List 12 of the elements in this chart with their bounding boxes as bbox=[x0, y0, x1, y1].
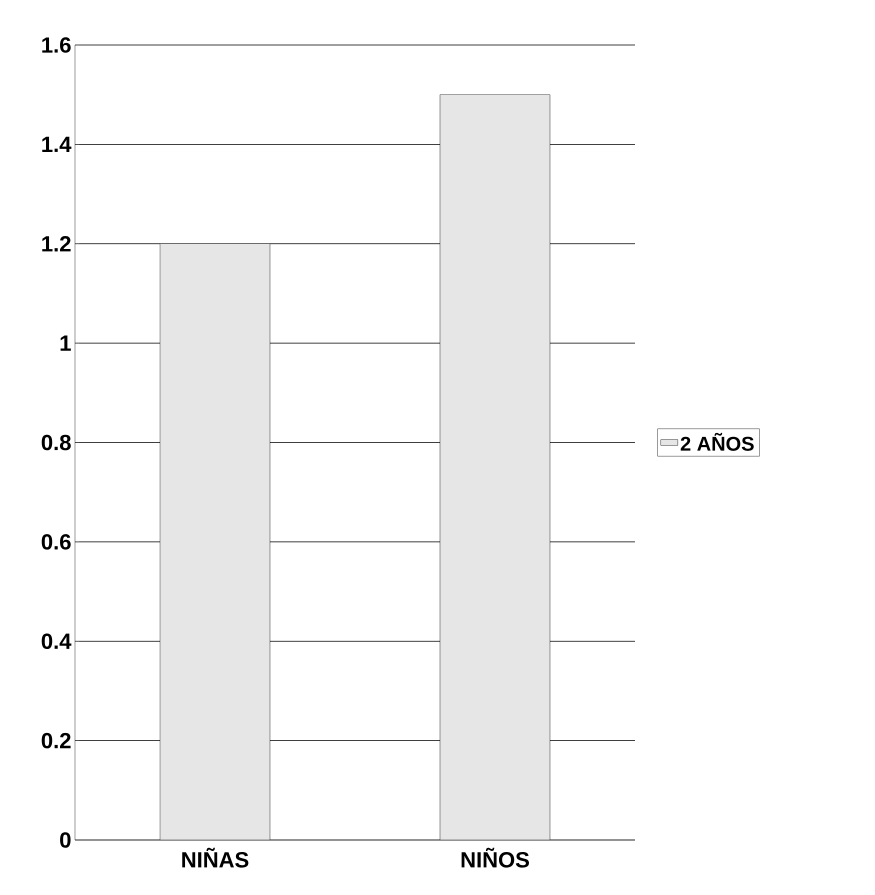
x-tick-label: NIÑOS bbox=[462, 848, 529, 868]
y-tick-label: 0.8 bbox=[42, 434, 71, 450]
legend-label: 2 AÑOS bbox=[680, 432, 754, 451]
y-tick-label: 0.6 bbox=[42, 534, 71, 550]
x-tick-label: NIÑAS bbox=[182, 848, 248, 868]
y-tick-label: 0 bbox=[60, 832, 71, 848]
y-tick-label: 1.6 bbox=[42, 37, 71, 53]
y-tick-label: 0.2 bbox=[42, 732, 71, 748]
y-tick-label: 1.4 bbox=[42, 136, 72, 152]
y-tick-label: 0.4 bbox=[42, 633, 72, 650]
y-tick-label: 1.2 bbox=[42, 236, 71, 252]
y-tick-label: 1 bbox=[60, 336, 71, 351]
